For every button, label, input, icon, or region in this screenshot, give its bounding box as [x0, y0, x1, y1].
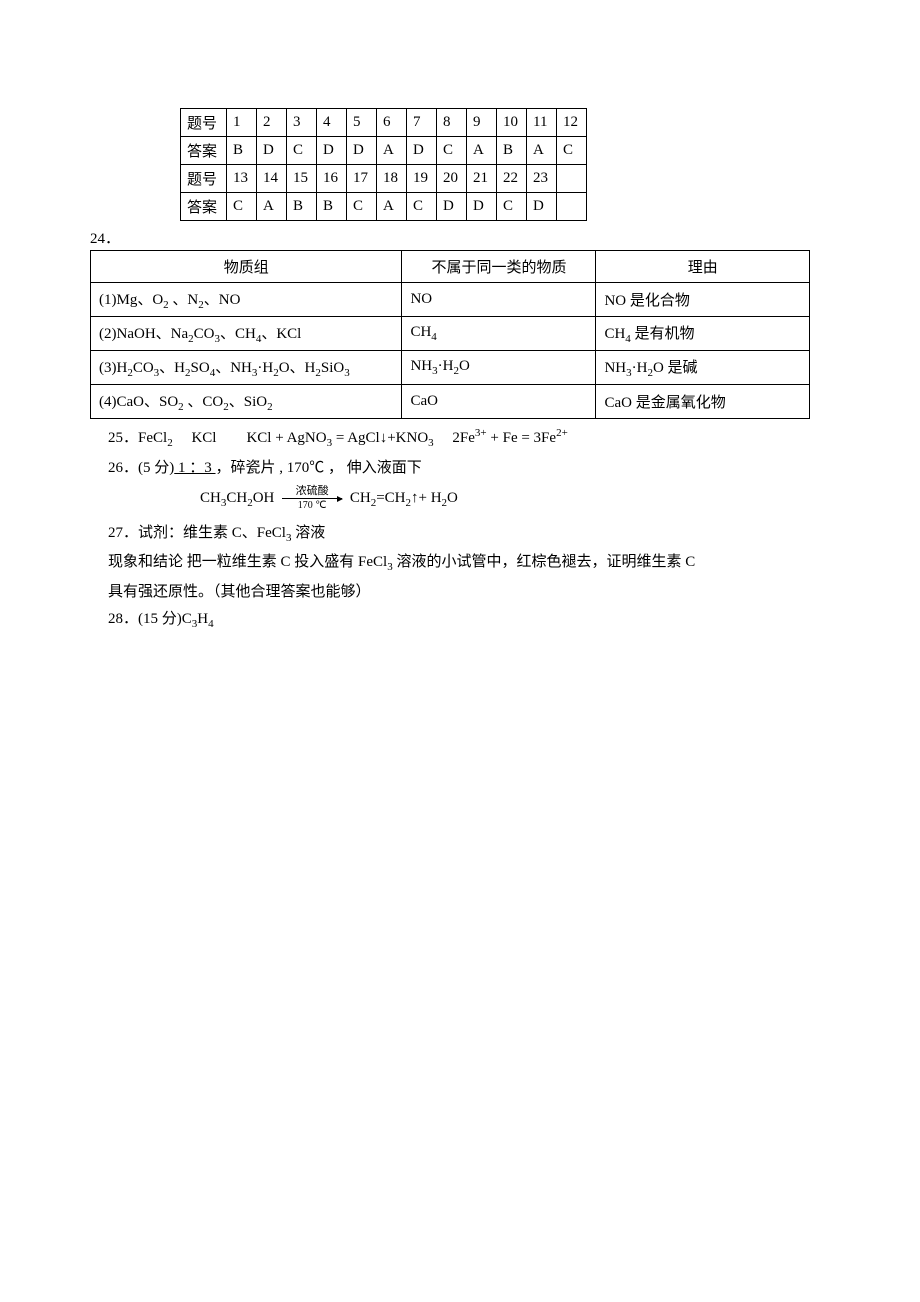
table-cell: 7: [407, 109, 437, 137]
table-cell: 9: [467, 109, 497, 137]
table-cell: 答案: [181, 193, 227, 221]
table-cell: 6: [377, 109, 407, 137]
table-row: (4)CaO、SO2 、CO2、SiO2CaOCaO 是金属氧化物: [91, 385, 810, 419]
q27-line1: 27．试剂：维生素 C、FeCl3 溶液: [108, 521, 830, 548]
table-header-cell: 不属于同一类的物质: [402, 251, 596, 283]
table-cell: 18: [377, 165, 407, 193]
table-row: 答案BDCDDADCABAC: [181, 137, 587, 165]
table-cell: D: [407, 137, 437, 165]
table-cell: 5: [347, 109, 377, 137]
table-cell: CH4 是有机物: [596, 317, 810, 351]
table-row: (2)NaOH、Na2CO3、CH4、KClCH4CH4 是有机物: [91, 317, 810, 351]
table-cell: D: [527, 193, 557, 221]
table-cell: C: [407, 193, 437, 221]
answer-table: 题号123456789101112答案BDCDDADCABAC题号1314151…: [180, 108, 587, 221]
table-cell: (1)Mg、O2 、N2、NO: [91, 283, 402, 317]
q27-line2: 现象和结论 把一粒维生素 C 投入盛有 FeCl3 溶液的小试管中，红棕色褪去，…: [108, 550, 830, 577]
table-cell: 3: [287, 109, 317, 137]
table-cell: C: [437, 137, 467, 165]
table-row: 题号1314151617181920212223: [181, 165, 587, 193]
table-cell: (3)H2CO3、H2SO4、NH3·H2O、H2SiO3: [91, 351, 402, 385]
table-row: (1)Mg、O2 、N2、NONONO 是化合物: [91, 283, 810, 317]
table-cell: 8: [437, 109, 467, 137]
table-cell: C: [497, 193, 527, 221]
table-cell: C: [227, 193, 257, 221]
table-cell: 13: [227, 165, 257, 193]
arrow-top-label: 浓硫酸: [282, 486, 342, 497]
table-cell: A: [377, 137, 407, 165]
table-cell: 题号: [181, 165, 227, 193]
q26-reaction: CH3CH2OH 浓硫酸 170 ℃ CH2=CH2↑+ H2O: [200, 486, 830, 511]
table-cell: D: [467, 193, 497, 221]
table-cell: 16: [317, 165, 347, 193]
table-cell: C: [287, 137, 317, 165]
q27-line3: 具有强还原性。（其他合理答案也能够）: [108, 580, 830, 604]
table-cell: 21: [467, 165, 497, 193]
table-cell: 22: [497, 165, 527, 193]
q26-underlined: 1 ：3: [174, 460, 215, 476]
table-cell: B: [287, 193, 317, 221]
table-row: 物质组不属于同一类的物质理由: [91, 251, 810, 283]
table-cell: (4)CaO、SO2 、CO2、SiO2: [91, 385, 402, 419]
table-cell: 15: [287, 165, 317, 193]
q28: 28．(15 分)C3H4: [108, 607, 830, 634]
table-cell: 答案: [181, 137, 227, 165]
table-cell: A: [467, 137, 497, 165]
table-cell: D: [347, 137, 377, 165]
table-cell: 17: [347, 165, 377, 193]
table-cell: 20: [437, 165, 467, 193]
table-cell: NH3·H2O 是碱: [596, 351, 810, 385]
table-cell: A: [257, 193, 287, 221]
table-cell: CaO: [402, 385, 596, 419]
page-content: 题号123456789101112答案BDCDDADCABAC题号1314151…: [0, 0, 920, 633]
substance-table: 物质组不属于同一类的物质理由(1)Mg、O2 、N2、NONONO 是化合物(2…: [90, 250, 810, 419]
table-cell: D: [257, 137, 287, 165]
table-cell: (2)NaOH、Na2CO3、CH4、KCl: [91, 317, 402, 351]
q24-label: 24．: [90, 227, 830, 248]
table-cell: 2: [257, 109, 287, 137]
table-cell: NO: [402, 283, 596, 317]
table-cell: 23: [527, 165, 557, 193]
table-cell: C: [557, 137, 587, 165]
reaction-right: CH2=CH2↑+ H2O: [350, 490, 458, 506]
reaction-arrow: 浓硫酸 170 ℃: [282, 486, 342, 511]
table-row: 题号123456789101112: [181, 109, 587, 137]
table-cell: 4: [317, 109, 347, 137]
table-cell: 19: [407, 165, 437, 193]
substance-table-body: 物质组不属于同一类的物质理由(1)Mg、O2 、N2、NONONO 是化合物(2…: [91, 251, 810, 419]
table-cell: [557, 165, 587, 193]
table-cell: NH3·H2O: [402, 351, 596, 385]
table-cell: CH4: [402, 317, 596, 351]
table-cell: NO 是化合物: [596, 283, 810, 317]
q25: 25．FeCl2 KCl KCl + AgNO3 = AgCl↓+KNO3 2F…: [108, 425, 830, 453]
table-cell: A: [527, 137, 557, 165]
table-cell: 1: [227, 109, 257, 137]
q26: 26．(5 分) 1 ：3 ，碎瓷片 , 170℃ ， 伸入液面下: [108, 456, 830, 480]
table-row: 答案CABBCACDDCD: [181, 193, 587, 221]
table-cell: D: [437, 193, 467, 221]
arrow-line: [282, 498, 342, 500]
answer-table-body: 题号123456789101112答案BDCDDADCABAC题号1314151…: [181, 109, 587, 221]
table-header-cell: 理由: [596, 251, 810, 283]
q26-prefix: 26．(5 分): [108, 460, 174, 476]
table-header-cell: 物质组: [91, 251, 402, 283]
table-cell: D: [317, 137, 347, 165]
table-cell: [557, 193, 587, 221]
table-cell: 12: [557, 109, 587, 137]
table-cell: C: [347, 193, 377, 221]
table-row: (3)H2CO3、H2SO4、NH3·H2O、H2SiO3NH3·H2ONH3·…: [91, 351, 810, 385]
table-cell: 14: [257, 165, 287, 193]
table-cell: B: [497, 137, 527, 165]
arrow-bottom-label: 170 ℃: [282, 501, 342, 511]
table-cell: B: [317, 193, 347, 221]
table-cell: 10: [497, 109, 527, 137]
table-cell: A: [377, 193, 407, 221]
table-cell: 题号: [181, 109, 227, 137]
q26-rest: ，碎瓷片 , 170℃ ， 伸入液面下: [216, 460, 422, 476]
table-cell: B: [227, 137, 257, 165]
table-cell: 11: [527, 109, 557, 137]
reaction-left: CH3CH2OH: [200, 490, 274, 506]
table-cell: CaO 是金属氧化物: [596, 385, 810, 419]
